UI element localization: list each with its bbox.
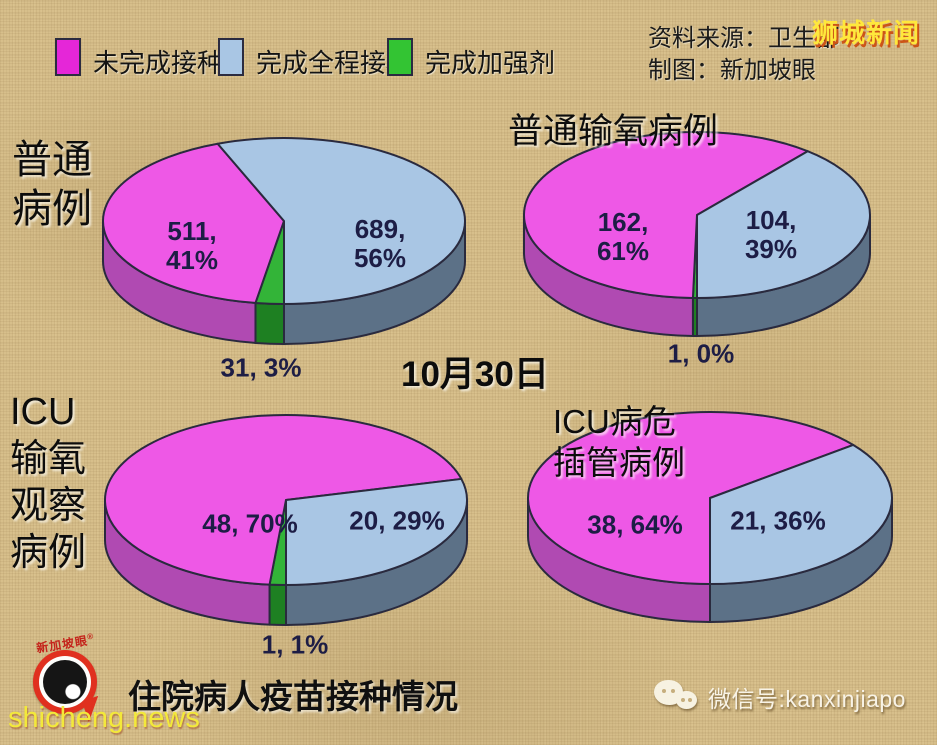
legend-label-unvaccinated: 未完成接种 xyxy=(93,48,224,78)
pie-icu-critical-cases xyxy=(527,411,894,623)
pie3-label-fully-vaccinated: 20, 29% xyxy=(349,505,445,536)
eye-speech-bubble-icon xyxy=(33,650,105,723)
pie1-label-boosted: 31, 3% xyxy=(220,352,302,383)
chart-title-icu-observation-cases: ICU 输氧 观察 病例 xyxy=(10,391,87,574)
eye-pupil xyxy=(43,660,87,704)
eye-white xyxy=(39,656,91,708)
legend-swatch-unvaccinated xyxy=(55,38,81,76)
date-label: 10月30日 xyxy=(401,355,549,394)
legend-swatch-fully-vaccinated xyxy=(218,38,244,76)
page-title: 住院病人疫苗接种情况 xyxy=(128,678,458,715)
xinjiapoyan-logo: 新加坡眼® xyxy=(30,631,110,725)
credit-line: 制图：新加坡眼 xyxy=(648,57,816,84)
pie3-label-boosted: 1, 1% xyxy=(261,629,329,660)
pie-icu-observation-cases xyxy=(103,414,468,627)
pie1-label-fully-vaccinated: 689, 56% xyxy=(353,214,407,273)
registered-mark: ® xyxy=(86,631,95,642)
legend-label-fully-vaccinated: 完成全程接种 xyxy=(256,48,413,78)
pie2-label-boosted: 1, 0% xyxy=(667,338,735,369)
chart-title-icu-critical-cases: ICU病危 插管病例 xyxy=(553,403,685,481)
wechat-icon xyxy=(654,678,700,716)
pie2-label-unvaccinated: 162, 61% xyxy=(596,207,650,266)
chart-title-normal-cases: 普通 病例 xyxy=(12,138,92,231)
watermark-shicheng-news-cn: 狮城新闻 xyxy=(812,18,921,48)
source-info: 资料来源：卫生部 制图：新加坡眼 xyxy=(648,23,840,87)
wechat-bubble-small xyxy=(676,691,697,709)
pie2-label-fully-vaccinated: 104, 39% xyxy=(744,205,798,264)
legend-swatch-boosted xyxy=(387,38,413,76)
watermark-shicheng-news-url: shicheng.news xyxy=(8,702,200,734)
legend-label-boosted: 完成加强剂 xyxy=(425,48,556,78)
pie-normal-cases xyxy=(102,137,466,345)
wechat-id: 微信号:kanxinjiapo xyxy=(708,686,906,712)
pie-oxygen-cases xyxy=(523,131,871,338)
wechat-info: 微信号:kanxinjiapo xyxy=(654,678,906,716)
pie4-label-fully-vaccinated: 21, 36% xyxy=(730,505,826,536)
chart-title-oxygen-cases: 普通输氧病例 xyxy=(508,112,719,151)
source-line: 资料来源：卫生部 xyxy=(648,25,840,52)
pie3-label-unvaccinated: 48, 70% xyxy=(202,508,298,539)
pie4-label-unvaccinated: 38, 64% xyxy=(587,509,683,540)
pie1-label-unvaccinated: 511, 41% xyxy=(165,216,219,275)
